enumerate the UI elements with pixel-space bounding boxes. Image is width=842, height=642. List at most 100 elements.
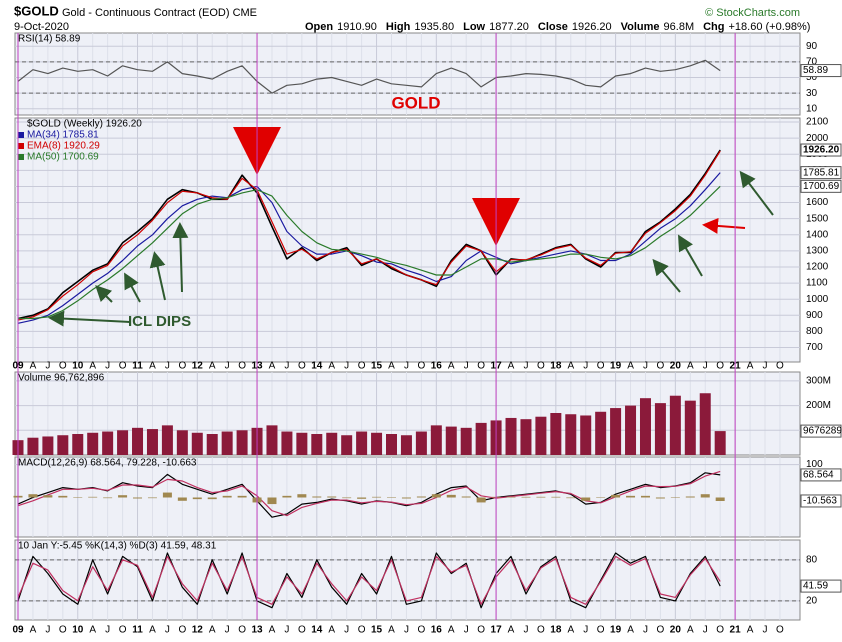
- x-tick-label: O: [178, 361, 186, 372]
- bar: [282, 495, 292, 498]
- x-tick-label: O: [776, 361, 784, 372]
- bar: [654, 403, 666, 455]
- y-tick-label: 2100: [806, 117, 829, 128]
- bar: [700, 494, 710, 498]
- x-tick-label: 14: [311, 625, 323, 636]
- bar: [342, 497, 352, 499]
- x-tick-label: 12: [192, 625, 204, 636]
- bar: [296, 432, 308, 455]
- x-tick-label: O: [417, 625, 425, 636]
- x-tick-label: O: [59, 625, 67, 636]
- x-tick-label: J: [165, 361, 170, 372]
- bar: [669, 395, 681, 455]
- x-tick-label: A: [508, 625, 515, 636]
- bar: [400, 435, 412, 455]
- x-tick-label: J: [225, 625, 230, 636]
- series-line: [17, 470, 721, 517]
- bar: [42, 436, 54, 455]
- value-marker: [800, 579, 842, 593]
- x-tick-label: O: [657, 625, 665, 636]
- x-tick-label: J: [45, 625, 50, 636]
- bar: [566, 497, 576, 499]
- bar: [266, 425, 278, 455]
- x-tick-label: 13: [251, 625, 263, 636]
- bar: [625, 405, 637, 455]
- x-tick-label: J: [583, 625, 588, 636]
- bar: [565, 414, 577, 455]
- arrow: [702, 217, 746, 234]
- bar: [415, 431, 427, 455]
- x-tick-label: O: [298, 625, 306, 636]
- series-line: [17, 555, 721, 605]
- x-tick-label: 09: [12, 625, 24, 636]
- x-tick-label: J: [523, 625, 528, 636]
- x-tick-label: O: [537, 625, 545, 636]
- bar: [626, 495, 636, 498]
- x-tick-label: J: [105, 361, 110, 372]
- bar: [103, 497, 113, 499]
- bar: [520, 419, 532, 455]
- x-tick-label: A: [149, 625, 156, 636]
- x-tick-label: A: [508, 361, 515, 372]
- bar: [460, 427, 472, 455]
- x-tick-label: O: [119, 625, 127, 636]
- quote-value: 1935.80: [414, 21, 454, 33]
- value-marker: [800, 64, 842, 78]
- x-tick-label: A: [567, 625, 574, 636]
- value-marker-label: 96762896: [803, 426, 842, 437]
- bar: [72, 434, 84, 455]
- x-tick-label: O: [178, 625, 186, 636]
- x-tick-label: J: [703, 625, 708, 636]
- quote-value: 96.8M: [664, 21, 695, 33]
- x-tick-label: J: [643, 625, 648, 636]
- x-tick-label: A: [89, 361, 96, 372]
- x-tick-label: O: [716, 625, 724, 636]
- x-tick-label: 21: [730, 361, 742, 372]
- x-tick-label: J: [763, 361, 768, 372]
- panel-title: Volume 96,762,896: [18, 373, 105, 384]
- bar: [87, 432, 99, 455]
- x-tick-label: O: [597, 361, 605, 372]
- bar: [416, 496, 426, 498]
- bar: [371, 432, 383, 455]
- x-tick-label: 12: [192, 361, 204, 372]
- legend-swatch: [18, 154, 24, 160]
- bar: [699, 393, 711, 455]
- bar: [714, 431, 726, 455]
- x-tick-label: A: [747, 361, 754, 372]
- bar: [147, 497, 157, 499]
- x-tick-label: 09: [12, 361, 24, 372]
- bar: [43, 495, 53, 498]
- bar: [595, 411, 607, 455]
- quote-value: 1910.90: [337, 21, 377, 33]
- x-tick-label: J: [523, 361, 528, 372]
- x-tick-label: A: [89, 625, 96, 636]
- y-tick-label: 70: [806, 57, 818, 68]
- bar: [550, 413, 562, 455]
- x-tick-label: A: [448, 625, 455, 636]
- x-tick-label: 19: [610, 625, 622, 636]
- value-marker: [800, 468, 842, 482]
- bar: [312, 496, 322, 498]
- quote-label: Close: [538, 21, 568, 33]
- x-tick-label: J: [344, 625, 349, 636]
- y-tick-label: 700: [806, 342, 823, 353]
- bar: [281, 431, 293, 455]
- y-tick-label: 900: [806, 310, 823, 321]
- bar: [206, 434, 218, 455]
- x-tick-label: O: [298, 361, 306, 372]
- x-tick-label: A: [269, 361, 276, 372]
- x-tick-label: J: [643, 361, 648, 372]
- x-tick-label: 18: [550, 361, 562, 372]
- x-tick-label: J: [583, 361, 588, 372]
- quote-value: 1877.20: [489, 21, 529, 33]
- bar: [580, 415, 592, 455]
- bar: [267, 497, 277, 505]
- arrow: [149, 251, 166, 301]
- x-tick-label: 15: [371, 361, 383, 372]
- x-tick-label: A: [627, 361, 634, 372]
- x-tick-label: O: [537, 361, 545, 372]
- quote-label: High: [386, 21, 411, 33]
- bar: [117, 430, 129, 455]
- x-tick-label: A: [567, 361, 574, 372]
